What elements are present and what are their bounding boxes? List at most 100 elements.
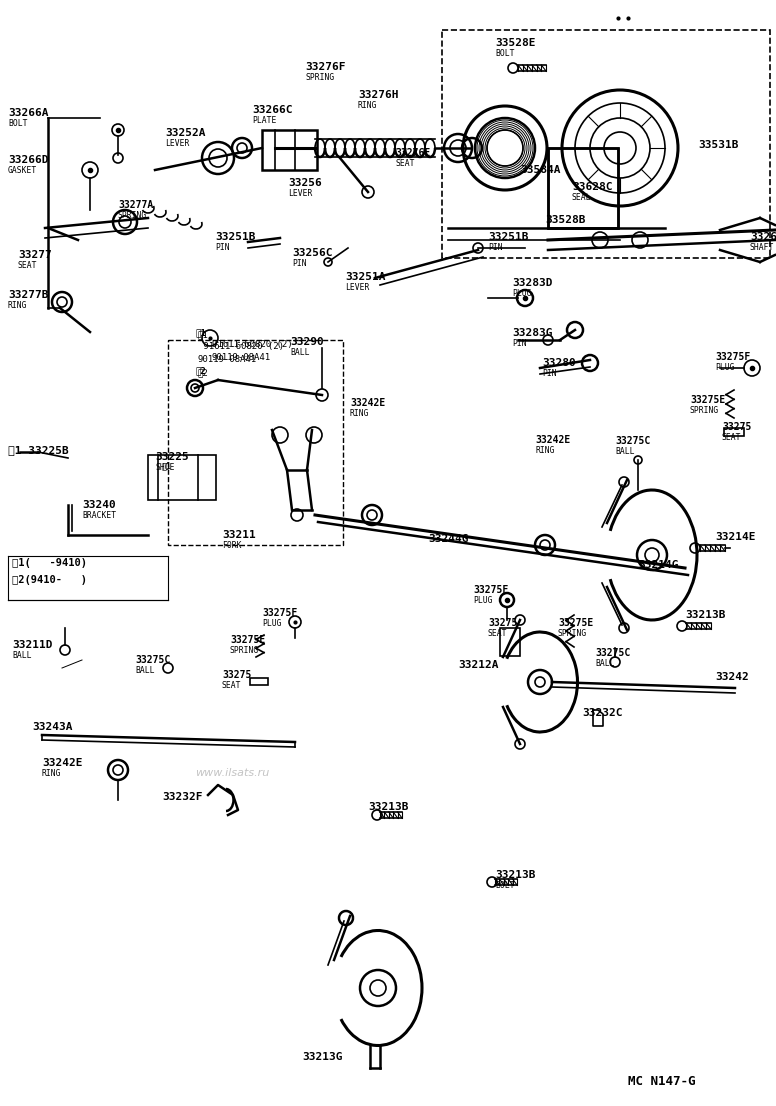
Text: SPRING: SPRING (558, 629, 587, 638)
Text: 33283D: 33283D (512, 278, 553, 288)
Text: 33251A: 33251A (345, 272, 386, 282)
Text: 33242E: 33242E (535, 435, 570, 445)
Text: RING: RING (535, 446, 555, 455)
Text: 33276H: 33276H (358, 90, 399, 100)
Text: 33290: 33290 (290, 337, 324, 347)
Text: 33256: 33256 (288, 178, 322, 188)
Text: SEAT: SEAT (488, 629, 508, 638)
Polygon shape (548, 148, 618, 228)
Text: 33213G: 33213G (302, 1052, 342, 1062)
Circle shape (316, 389, 328, 401)
Text: 33213B: 33213B (368, 802, 408, 812)
Text: LEVER: LEVER (288, 189, 313, 198)
Text: 33266C: 33266C (252, 105, 293, 115)
Text: ※1: ※1 (195, 328, 206, 337)
Text: 33275: 33275 (222, 670, 251, 680)
Text: RING: RING (42, 769, 61, 778)
Text: 33214G: 33214G (638, 560, 678, 570)
Text: 33211D: 33211D (12, 640, 53, 650)
Text: 33528E: 33528E (495, 38, 535, 48)
Bar (442, 30, 770, 258)
Text: SEAL: SEAL (572, 194, 591, 202)
Text: BALL: BALL (12, 651, 32, 660)
Circle shape (163, 662, 173, 672)
Text: 33240: 33240 (82, 500, 116, 510)
Text: 91611-60820 (2): 91611-60820 (2) (198, 342, 284, 351)
Text: SPRING: SPRING (118, 211, 147, 220)
Text: 33251B: 33251B (488, 232, 528, 242)
Text: 33243A: 33243A (32, 722, 72, 732)
Text: 33275E: 33275E (230, 635, 265, 645)
Text: 33584A: 33584A (520, 165, 560, 175)
Text: 90119-08A41: 90119-08A41 (198, 355, 257, 364)
Bar (548, 148, 618, 228)
Text: LEVER: LEVER (345, 283, 369, 292)
Text: 33628C: 33628C (572, 182, 612, 192)
Text: SHOE: SHOE (155, 463, 175, 472)
Text: 33283G: 33283G (512, 328, 553, 338)
Text: 33266D: 33266D (8, 155, 48, 165)
Text: PIN: PIN (292, 259, 307, 268)
Text: 33266A: 33266A (8, 108, 48, 118)
Text: PIN: PIN (542, 369, 556, 378)
Text: 33531B: 33531B (698, 140, 739, 150)
Text: PIN: PIN (215, 243, 230, 252)
Text: SPRING: SPRING (690, 406, 719, 415)
Text: ※2: ※2 (195, 366, 206, 375)
Text: 33275F: 33275F (473, 585, 508, 595)
Text: 33211: 33211 (222, 530, 256, 540)
Text: ※2: ※2 (198, 368, 209, 377)
Text: 33275: 33275 (722, 422, 751, 432)
Text: 33275C: 33275C (135, 655, 170, 665)
Text: SEAT: SEAT (722, 434, 742, 442)
Text: 33276F: 33276F (305, 62, 345, 72)
Text: 33212A: 33212A (458, 660, 498, 670)
Text: 33275: 33275 (488, 618, 518, 628)
Text: 33252A: 33252A (165, 128, 206, 138)
Text: 33275C: 33275C (595, 648, 630, 658)
Text: SEAT: SEAT (222, 681, 241, 690)
Text: 33275F: 33275F (715, 352, 750, 362)
Text: 33213B: 33213B (495, 870, 535, 880)
Bar (500, 628, 520, 656)
Text: 33275E: 33275E (558, 618, 593, 628)
Text: ※2(9410-   ): ※2(9410- ) (12, 575, 87, 585)
Text: 33280: 33280 (542, 358, 576, 368)
Text: BALL: BALL (615, 447, 635, 456)
Text: GASKET: GASKET (8, 166, 37, 175)
Text: 33277: 33277 (18, 250, 52, 260)
Bar (262, 131, 317, 170)
Bar (250, 678, 268, 685)
Text: BOLT: BOLT (495, 881, 514, 890)
Text: 33244G: 33244G (428, 534, 469, 544)
Text: PLUG: PLUG (262, 619, 282, 628)
Text: 33214E: 33214E (715, 532, 756, 542)
Text: 33251B: 33251B (215, 232, 255, 242)
Text: 90119-08A41: 90119-08A41 (212, 353, 271, 362)
Text: BALL: BALL (595, 659, 615, 668)
Bar (548, 148, 618, 228)
Text: SPRING: SPRING (305, 73, 334, 82)
Text: RING: RING (350, 409, 369, 418)
Text: PIN: PIN (488, 243, 503, 252)
Text: BALL: BALL (290, 348, 310, 357)
Text: 33275C: 33275C (615, 436, 650, 446)
Text: PIN: PIN (512, 340, 527, 348)
Text: PLUG: PLUG (512, 289, 532, 298)
Text: BOLT: BOLT (8, 119, 27, 128)
Text: RING: RING (8, 301, 27, 310)
Bar (168, 340, 343, 545)
Text: 33528B: 33528B (545, 215, 586, 225)
Text: RING: RING (358, 101, 377, 109)
Text: 33277B: 33277B (8, 290, 48, 300)
Text: MC N147-G: MC N147-G (628, 1075, 695, 1088)
Text: SEAT: SEAT (395, 159, 414, 168)
Text: SPRING: SPRING (230, 646, 259, 655)
Text: 33225: 33225 (155, 452, 189, 462)
Text: BALL: BALL (135, 666, 154, 675)
Text: LEVER: LEVER (165, 139, 189, 148)
Circle shape (634, 456, 642, 465)
Text: 33242E: 33242E (42, 758, 82, 768)
Text: 33261C: 33261C (750, 232, 776, 242)
Bar (148, 455, 216, 500)
